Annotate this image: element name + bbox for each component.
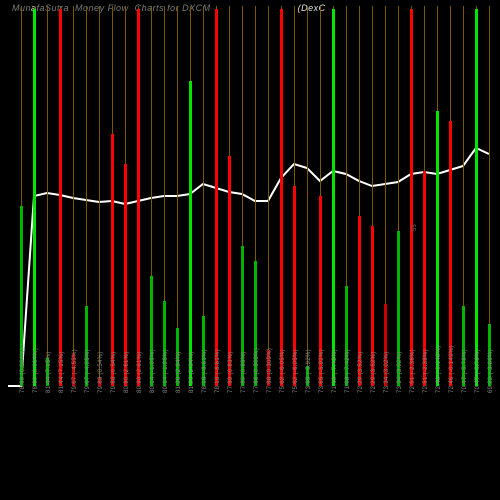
x-axis-label: 78.18 (-8.61%) xyxy=(202,273,208,393)
x-axis-label: 72.29 (3.52%) xyxy=(358,273,364,393)
x-axis-label: 77.88 (0.309%) xyxy=(254,273,260,393)
x-axis-labels: 78.69 (0.004%)78.69 (0.004%)81.44 (7.15%… xyxy=(8,388,496,500)
x-axis-label: 73.65 (-5.92%) xyxy=(306,273,312,393)
x-axis-label: 72.46 (-0.149%) xyxy=(449,273,455,393)
x-axis-label: 72.29 (3.52%) xyxy=(371,273,377,393)
x-axis-label: 79.67 (-4.55%) xyxy=(85,273,91,393)
x-axis-label: 78.69 (0.004%) xyxy=(20,273,26,393)
x-axis-label: 75.62 (-6.05%) xyxy=(293,273,299,393)
x-axis-label: 72.51 (-2.38%) xyxy=(423,273,429,393)
x-axis-label: 78.18 (-8.61%) xyxy=(215,273,221,393)
x-axis-label: 75.62 (-6.05%) xyxy=(280,273,286,393)
x-axis-label: 81.20 (2.84%) xyxy=(176,273,182,393)
x-axis-label: 78.69 (0.004%) xyxy=(33,273,39,393)
x-axis-label: 73.34 (3.02%) xyxy=(384,273,390,393)
x-axis-label: 71.08 (-7.42%) xyxy=(332,273,338,393)
mid-label: 55 xyxy=(412,224,418,231)
x-axis-label: 70.47 (-5.76%) xyxy=(462,273,468,393)
x-axis-label: 77.89 (0.83%) xyxy=(241,273,247,393)
x-axis-label: 80.90 (2.61%) xyxy=(137,273,143,393)
x-axis-label: 79.88 (0.54%) xyxy=(98,273,104,393)
x-axis-label: 77.89 (0.83%) xyxy=(228,273,234,393)
x-axis-label: 71.08 (-7.42%) xyxy=(345,273,351,393)
x-axis-label: 79.88 (0.54%) xyxy=(111,273,117,393)
x-axis-label: 77.88 (0.309%) xyxy=(267,273,273,393)
price-line xyxy=(8,148,489,386)
x-axis-label: 81.44 (7.15%) xyxy=(46,273,52,393)
x-axis-label: 72.51 (-2.38%) xyxy=(410,273,416,393)
x-axis-label: 81.44 (7.15%) xyxy=(59,273,65,393)
x-axis-label: 69.22 (-3.66%) xyxy=(488,273,494,393)
x-axis-label: 81.20 (2.84%) xyxy=(189,273,195,393)
x-axis-label: 80.14 (-1.95%) xyxy=(150,273,156,393)
money-flow-chart: MunafaSutra Money Flow Charts for DXCM (… xyxy=(0,0,500,500)
x-axis-label: 73.34 (3.02%) xyxy=(397,273,403,393)
x-axis-label: 80.90 (2.61%) xyxy=(124,273,130,393)
x-axis-label: 70.47 (-5.76%) xyxy=(475,273,481,393)
x-axis-label: 72.46 (-0.149%) xyxy=(436,273,442,393)
x-axis-label: 80.14 (-1.95%) xyxy=(163,273,169,393)
x-axis-label: 79.67 (-4.55%) xyxy=(72,273,78,393)
x-axis-label: 73.65 (-5.92%) xyxy=(319,273,325,393)
